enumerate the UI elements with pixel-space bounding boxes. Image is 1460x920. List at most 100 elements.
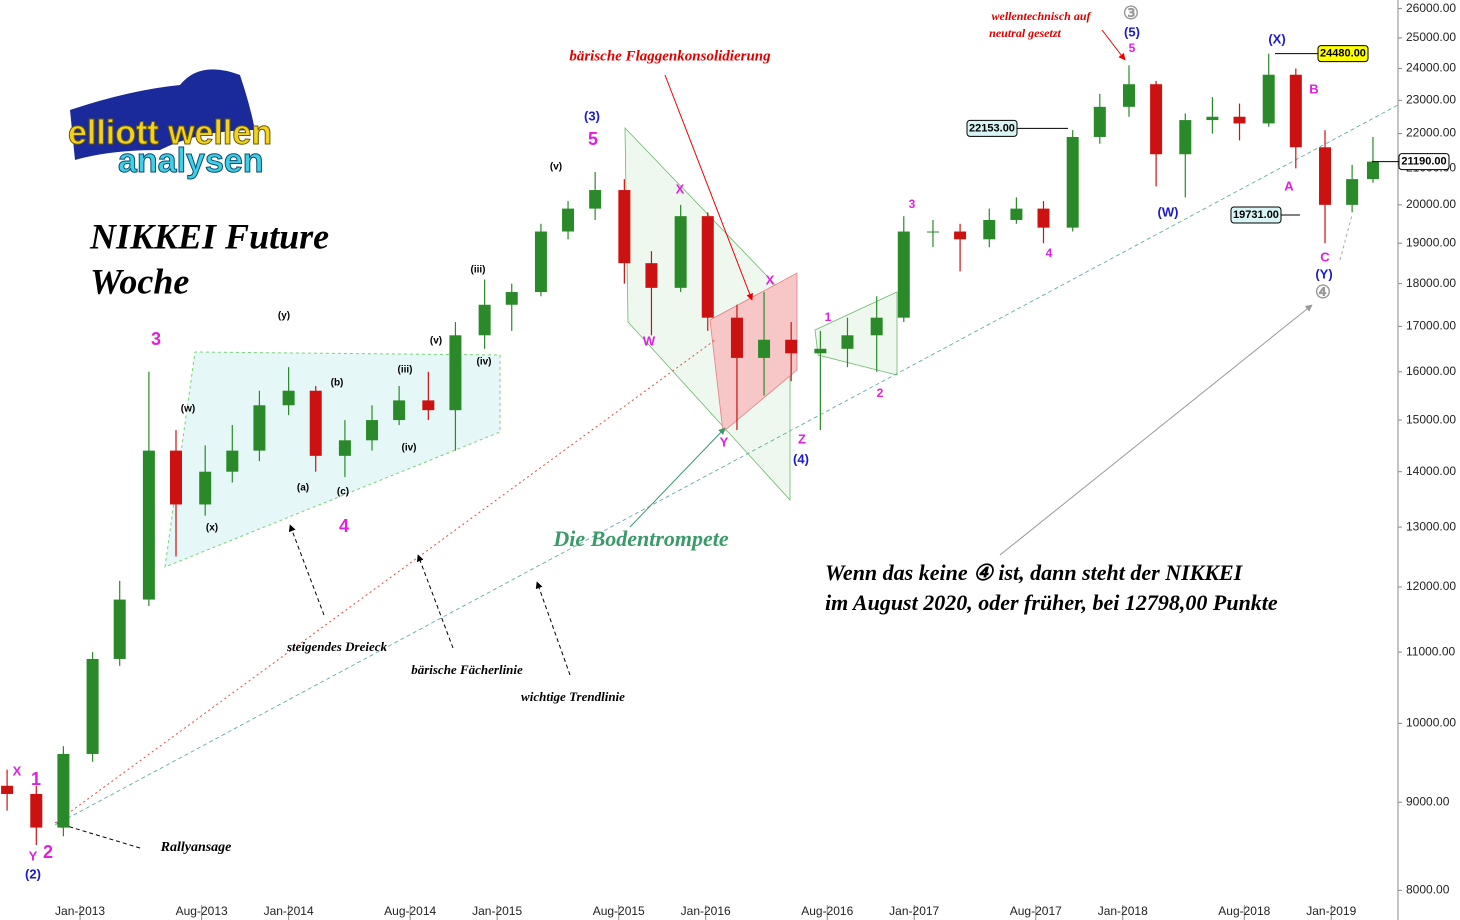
y-tick-label: 26000.00	[1406, 1, 1456, 15]
candle-body	[1066, 136, 1079, 228]
wave-label: (iv)	[477, 357, 492, 368]
annotation: wellentechnisch auf	[991, 9, 1091, 23]
x-tick-label: Jan-2013	[55, 904, 105, 918]
x-tick-label: Jan-2015	[472, 904, 522, 918]
logo-flag	[70, 69, 255, 160]
y-tick-label: 14000.00	[1406, 464, 1456, 478]
candle-body	[1122, 84, 1135, 107]
fan-line	[54, 339, 716, 824]
chart-title: NIKKEI Future	[89, 216, 329, 256]
wave-label: X	[766, 272, 775, 287]
y-tick-label: 20000.00	[1406, 197, 1456, 211]
candle-body	[1093, 106, 1106, 137]
wave-label: X	[13, 763, 22, 778]
candle-body	[1262, 74, 1275, 124]
wave-label: Z	[798, 431, 806, 446]
candle-body	[618, 190, 631, 264]
wave-label: 5	[588, 129, 598, 149]
candle-body	[1233, 116, 1246, 124]
wave-label: ④	[1315, 282, 1331, 302]
annotation: Wenn das keine ④ ist, dann steht der NIK…	[825, 560, 1244, 585]
candle-body	[1206, 116, 1219, 121]
arrow	[664, 74, 753, 301]
candle-body	[870, 317, 883, 336]
wave-label: (5)	[1124, 24, 1140, 39]
annotation: im August 2020, oder früher, bei 12798,0…	[825, 590, 1278, 615]
wave-label: (iv)	[402, 443, 417, 454]
wave-label: C	[1320, 249, 1330, 264]
arrow	[535, 581, 571, 676]
x-tick-label: Aug-2018	[1218, 904, 1270, 918]
wave-label: (W)	[1158, 204, 1179, 219]
candle-body	[785, 339, 798, 354]
candle-body	[841, 335, 854, 349]
y-tick-label: 15000.00	[1406, 412, 1456, 426]
wave-label: 4	[1046, 246, 1053, 260]
candle-body	[505, 292, 518, 305]
annotation: wichtige Trendlinie	[521, 689, 625, 704]
candle-body	[113, 599, 126, 659]
candle-body	[589, 190, 602, 209]
y-tick-label: 22000.00	[1406, 126, 1456, 140]
candle-body	[366, 420, 379, 441]
arrow	[288, 524, 325, 616]
candle-body	[170, 450, 183, 505]
wave-label: 3	[909, 197, 916, 211]
candle-body	[199, 471, 212, 505]
wave-label: 5	[1129, 41, 1136, 55]
wave-label: 3	[151, 329, 161, 349]
x-tick-label: Jan-2017	[889, 904, 939, 918]
y-tick-label: 12000.00	[1406, 579, 1456, 593]
candle-body	[534, 231, 547, 293]
wave-label: (4)	[793, 451, 809, 466]
y-tick-label: 18000.00	[1406, 276, 1456, 290]
y-tick-label: 11000.00	[1406, 644, 1455, 658]
chart-subtitle: Woche	[90, 261, 189, 301]
wave-label: (v)	[550, 162, 562, 173]
wave-label: (v)	[430, 336, 442, 347]
candle-body	[983, 219, 996, 240]
arrow	[416, 554, 454, 649]
y-tick-label: 16000.00	[1406, 364, 1456, 378]
candle-body	[86, 658, 99, 754]
wave-label: ③	[1123, 3, 1139, 23]
x-tick-label: Aug-2015	[593, 904, 645, 918]
candle-body	[30, 793, 43, 828]
wave-label: 2	[43, 842, 53, 862]
annotation: Rallyansage	[160, 840, 232, 855]
annotation: neutral gesetzt	[989, 26, 1061, 40]
wave-label: (c)	[337, 487, 349, 498]
wave-label: (a)	[297, 483, 309, 494]
bear-flag	[709, 272, 798, 433]
rising-triangle	[164, 351, 501, 568]
arrow	[56, 821, 141, 849]
wave-label: W	[643, 333, 656, 348]
candle-body	[309, 390, 322, 456]
x-tick-label: Aug-2017	[1010, 904, 1062, 918]
y-tick-label: 13000.00	[1406, 519, 1456, 533]
y-tick-label: 9000.00	[1406, 794, 1450, 808]
x-tick-label: Jan-2019	[1306, 904, 1356, 918]
wave-label: Y	[29, 848, 38, 863]
annotation: bärische Flaggenkonsolidierung	[569, 48, 771, 64]
candle-body	[1150, 84, 1163, 155]
y-tick-label: 8000.00	[1406, 883, 1450, 897]
candle-body	[954, 231, 967, 240]
wave-label: (x)	[206, 523, 218, 534]
y-tick-label: 23000.00	[1406, 92, 1456, 106]
wave-label: (X)	[1268, 31, 1285, 46]
wave-label: A	[1284, 178, 1294, 193]
wave-label: B	[1309, 81, 1318, 96]
wave-label: (iii)	[398, 365, 413, 376]
wave-label: 1	[31, 769, 41, 789]
wave-label: (3)	[584, 108, 600, 123]
wave-label: (iii)	[471, 265, 486, 276]
logo-text: elliott wellen	[68, 114, 272, 152]
annotation: steigendes Dreieck	[286, 639, 388, 654]
candle-body	[701, 216, 714, 318]
candle-body	[1346, 179, 1359, 205]
wave-label: (Y)	[1315, 266, 1332, 281]
y-tick-label: 24000.00	[1406, 61, 1456, 75]
candle-body	[674, 216, 687, 288]
